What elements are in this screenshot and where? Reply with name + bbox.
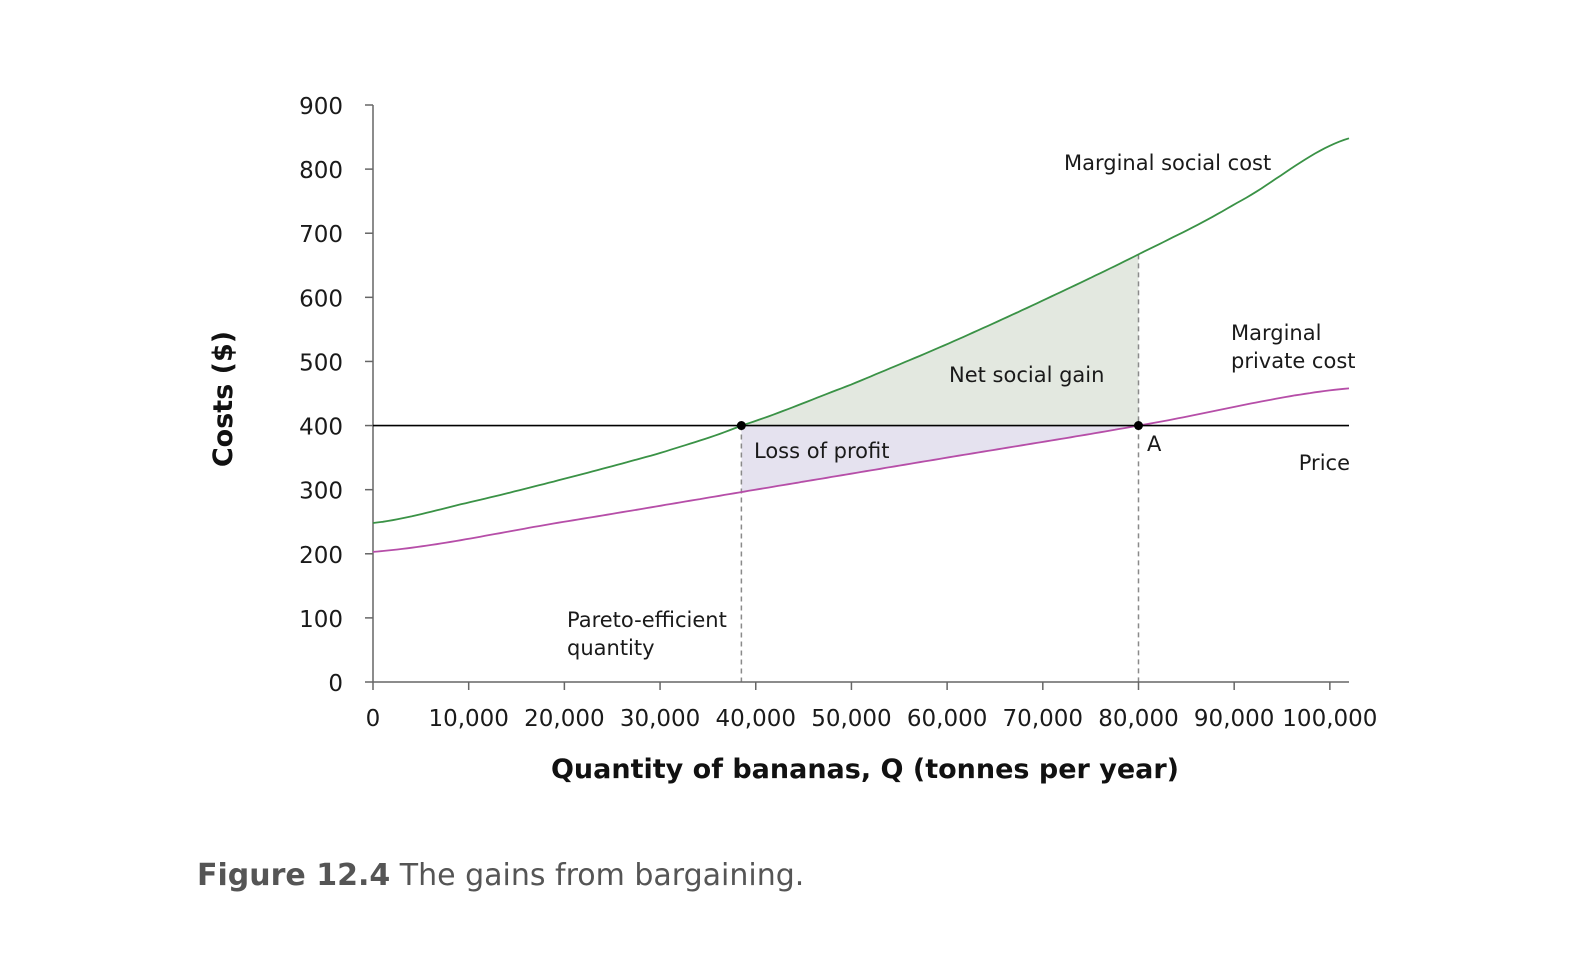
y-tick-label-7: 700 (299, 222, 343, 248)
series-lines (372, 137, 1350, 553)
y-tick-label-6: 600 (299, 286, 343, 312)
x-tick-label-1: 10,000 (428, 706, 508, 732)
figure-number: Figure 12.4 (197, 858, 391, 893)
point-pareto (736, 421, 746, 431)
region-net-social-gain (741, 254, 1139, 426)
x-tick-label-6: 60,000 (907, 706, 987, 732)
x-tick-label-2: 20,000 (524, 706, 604, 732)
figure-caption: Figure 12.4 The gains from bargaining. (197, 858, 804, 893)
data-points (736, 421, 1143, 431)
figure-caption-text: The gains from bargaining. (390, 858, 805, 893)
msc-label: Marginal social cost (1064, 151, 1271, 175)
x-tick-label-9: 90,000 (1194, 706, 1274, 732)
x-tick-label-4: 40,000 (716, 706, 796, 732)
price-label: Price (1299, 451, 1350, 475)
x-tick-label-3: 30,000 (620, 706, 700, 732)
y-tick-label-2: 200 (299, 543, 343, 569)
x-tick-label-0: 0 (366, 706, 381, 732)
net-social-gain-label: Net social gain (949, 363, 1104, 387)
loss-of-profit-label: Loss of profit (754, 439, 889, 463)
x-tick-label-5: 50,000 (811, 706, 891, 732)
x-axis-title: Quantity of bananas, Q (tonnes per year) (551, 754, 1179, 785)
axes (372, 105, 1349, 683)
x-tick-label-8: 80,000 (1098, 706, 1178, 732)
y-tick-label-8: 800 (299, 158, 343, 184)
mpc-label-line-1: Marginal (1231, 321, 1321, 345)
x-tick-label-7: 70,000 (1003, 706, 1083, 732)
y-tick-label-4: 400 (299, 415, 343, 441)
y-axis-title: Costs ($) (208, 331, 239, 467)
point-a-label: A (1147, 432, 1162, 456)
x-tick-label-10: 100,000 (1282, 706, 1377, 732)
point-a (1133, 421, 1143, 431)
y-tick-label-3: 300 (299, 479, 343, 505)
vertical-guide-lines (740, 254, 1140, 682)
series-marginal-private-cost (372, 387, 1350, 553)
y-tick-label-9: 900 (299, 94, 343, 120)
y-tick-label-5: 500 (299, 350, 343, 376)
tick-labels: 0 10,000 20,000 30,000 40,000 50,000 60,000 70,… (299, 94, 1377, 732)
mpc-label-line-2: private cost (1231, 349, 1356, 373)
pareto-label-line-1: Pareto-efficient (567, 608, 727, 632)
series-marginal-social-cost (372, 137, 1350, 524)
y-tick-label-1: 100 (299, 607, 343, 633)
pareto-label-line-2: quantity (567, 636, 655, 660)
y-tick-label-0: 0 (328, 671, 343, 697)
